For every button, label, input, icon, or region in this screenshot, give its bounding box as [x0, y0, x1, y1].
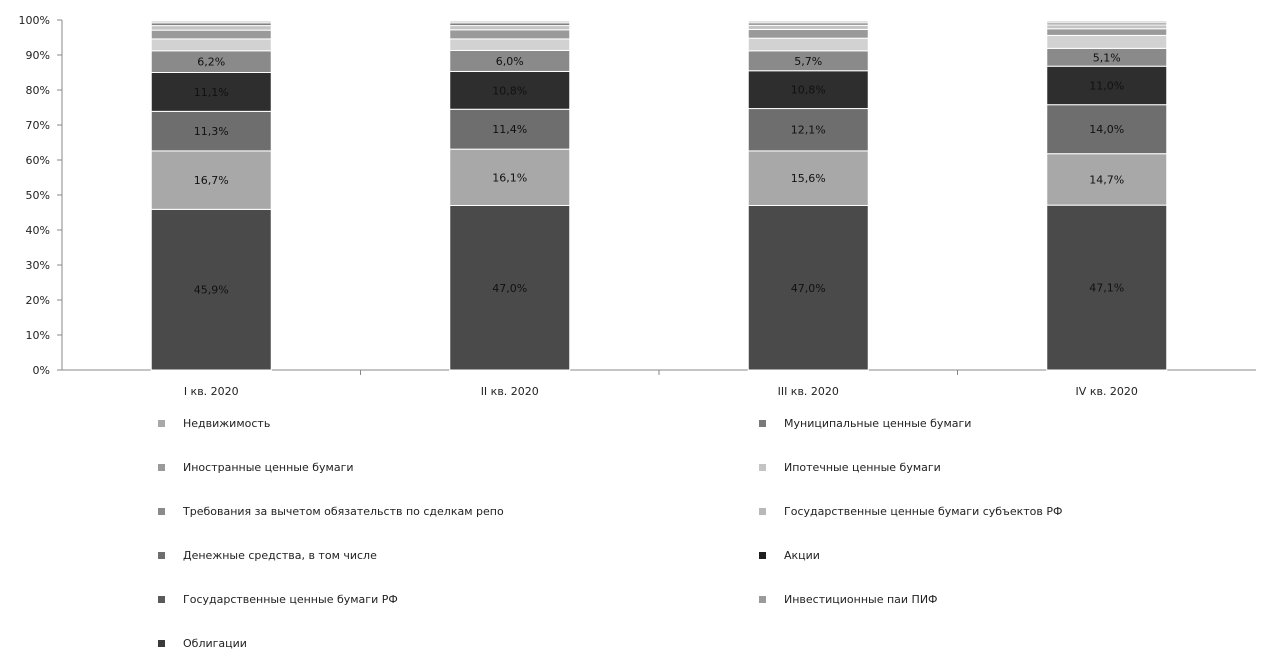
y-tick-label: 40%: [26, 224, 50, 237]
bar-segment: [1046, 34, 1168, 49]
data-label: 14,0%: [1089, 123, 1124, 136]
legend-swatch: [759, 552, 766, 559]
data-label: 12,1%: [791, 124, 826, 137]
data-label: 5,1%: [1093, 51, 1121, 64]
legend-label: Облигации: [183, 637, 247, 650]
y-axis: 0% 10% 20% 30% 40% 50% 60% 70% 80% 90% 100%: [19, 14, 63, 377]
legend-swatch: [759, 508, 766, 515]
data-label: 6,2%: [197, 56, 225, 69]
legend-label: Муниципальные ценные бумаги: [784, 417, 971, 430]
data-label: 10,8%: [791, 84, 826, 97]
legend-swatch: [759, 596, 766, 603]
bar-segment: [150, 29, 272, 40]
bar-segment: [449, 29, 571, 40]
bar-segment: [150, 19, 272, 22]
legend-label: Иностранные ценные бумаги: [183, 461, 354, 474]
legend-label: Недвижимость: [183, 417, 270, 430]
data-label: 16,7%: [194, 174, 229, 187]
legend-swatch: [158, 552, 165, 559]
data-label: 11,4%: [492, 123, 527, 136]
data-label: 47,1%: [1089, 282, 1124, 295]
data-label: 16,1%: [492, 171, 527, 184]
bar-segment: [1046, 24, 1168, 30]
bar-segment: [449, 205, 571, 371]
legend-label: Акции: [784, 549, 820, 562]
y-tick-label: 60%: [26, 154, 50, 167]
bars: 45,9% 16,7% 11,3% 11,1% 6,2% 47,0% 16,1% 11,4% 1…: [150, 19, 1168, 371]
bar-segment: [150, 110, 272, 152]
bar-segment: [449, 148, 571, 206]
bar-segment: [150, 38, 272, 52]
bar-segment: [150, 208, 272, 371]
data-label: 11,3%: [194, 125, 229, 138]
data-label: 47,0%: [492, 282, 527, 295]
data-label: 45,9%: [194, 284, 229, 297]
y-tick-label: 0%: [33, 364, 50, 377]
bar-segment: [747, 37, 869, 52]
bar-segment: [150, 72, 272, 112]
y-tick-label: 20%: [26, 294, 50, 307]
x-axis: I кв. 2020 II кв. 2020 III кв. 2020 IV кв. …: [62, 369, 1256, 398]
bar-segment: [1046, 28, 1168, 36]
data-label: 15,6%: [791, 172, 826, 185]
data-label: 11,1%: [194, 86, 229, 99]
bar-segment: [747, 19, 869, 22]
data-label: 6,0%: [496, 55, 524, 68]
legend-swatch: [759, 464, 766, 471]
y-tick-label: 100%: [19, 14, 50, 27]
bar-segment: [1046, 19, 1168, 22]
x-tick-label: IV кв. 2020: [1076, 385, 1138, 398]
data-label: 14,7%: [1089, 173, 1124, 186]
bar-segment: [150, 150, 272, 210]
legend-swatch: [158, 464, 165, 471]
bar-segment: [449, 25, 571, 31]
data-label: 5,7%: [794, 55, 822, 68]
bar-segment: [747, 24, 869, 30]
legend-label: Государственные ценные бумаги субъектов …: [784, 505, 1062, 518]
y-tick-label: 30%: [26, 259, 50, 272]
bar-segment: [1046, 65, 1168, 106]
y-tick-label: 80%: [26, 84, 50, 97]
data-label: 11,0%: [1089, 79, 1124, 92]
data-label: 47,0%: [791, 282, 826, 295]
legend-swatch: [158, 640, 165, 647]
legend-label: Инвестиционные паи ПИФ: [784, 593, 938, 606]
legend: Недвижимость Иностранные ценные бумаги Тре…: [158, 417, 1062, 650]
bar-segment: [449, 38, 571, 51]
y-tick-label: 70%: [26, 119, 50, 132]
bar-segment: [449, 19, 571, 22]
x-tick-label: II кв. 2020: [481, 385, 539, 398]
bar-segment: [449, 108, 571, 150]
legend-label: Денежные средства, в том числе: [183, 549, 377, 562]
bar-segment: [1046, 153, 1168, 206]
legend-swatch: [158, 508, 165, 515]
bar-segment: [747, 108, 869, 152]
bar-segment: [747, 205, 869, 371]
y-tick-label: 90%: [26, 49, 50, 62]
x-tick-label: III кв. 2020: [778, 385, 839, 398]
legend-swatch: [158, 420, 165, 427]
legend-swatch: [158, 596, 165, 603]
bar-segment: [747, 150, 869, 206]
data-label: 10,8%: [492, 84, 527, 97]
y-tick-label: 10%: [26, 329, 50, 342]
bar-segment: [150, 25, 272, 31]
bar-segment: [747, 70, 869, 110]
bar-segment: [449, 70, 571, 110]
legend-label: Требования за вычетом обязательств по сд…: [182, 505, 504, 518]
legend-label: Ипотечные ценные бумаги: [784, 461, 941, 474]
bar-segment: [1046, 204, 1168, 371]
legend-label: Государственные ценные бумаги РФ: [183, 593, 398, 606]
x-tick-label: I кв. 2020: [184, 385, 239, 398]
bar-segment: [747, 28, 869, 39]
legend-swatch: [759, 420, 766, 427]
bar-segment: [1046, 104, 1168, 155]
y-tick-label: 50%: [26, 189, 50, 202]
